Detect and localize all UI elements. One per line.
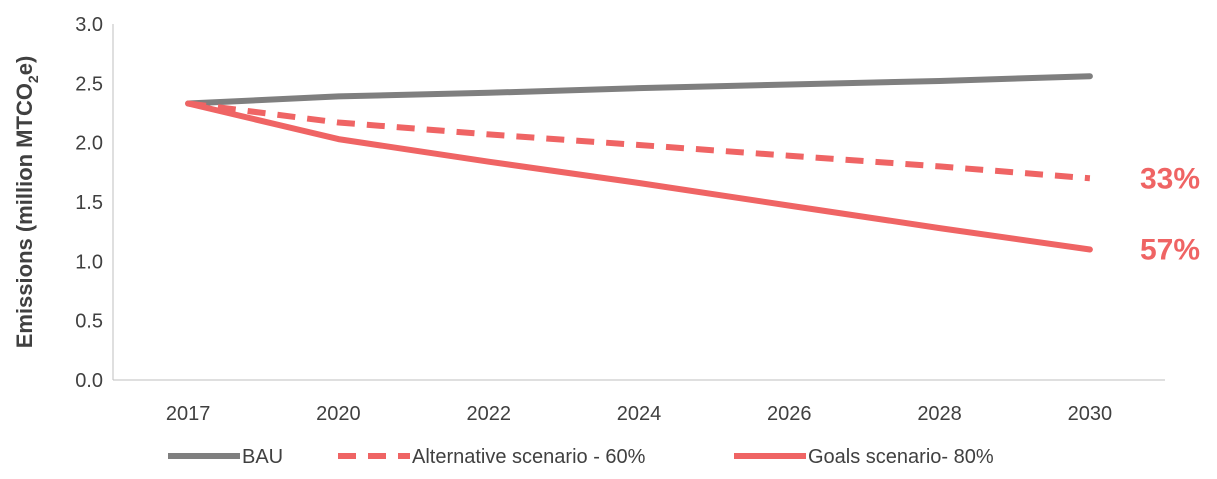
callout-labels: 33% 57%: [1140, 162, 1200, 266]
callout-label: 57%: [1140, 233, 1200, 266]
callout-label: 33%: [1140, 162, 1200, 195]
y-axis-label-suffix: e): [12, 56, 37, 76]
y-axis-label-subscript: 2: [25, 75, 41, 83]
y-tick-label: 1.5: [75, 192, 103, 214]
x-tick-label: 2022: [466, 403, 511, 425]
legend-label: BAU: [242, 446, 283, 468]
legend: BAU Alternative scenario - 60% Goals scena…: [168, 446, 994, 468]
y-axis-label-prefix: Emissions (million MTCO: [12, 83, 37, 348]
legend-label: Goals scenario- 80%: [808, 446, 994, 468]
y-tick-label: 2.0: [75, 133, 103, 155]
series-line-2: [187, 100, 1091, 182]
series-line-3: [185, 100, 1093, 253]
series-lines: [185, 73, 1093, 253]
x-tick-label: 2028: [917, 403, 962, 425]
y-axis-title: Emissions (million MTCO2e): [12, 56, 41, 349]
y-tick-label: 1.0: [75, 251, 103, 273]
x-tick-labels: 2017 2020 2022 2024 2026 2028 2030: [166, 403, 1112, 425]
x-tick-label: 2030: [1068, 403, 1113, 425]
x-tick-label: 2024: [617, 403, 662, 425]
y-tick-label: 0.5: [75, 311, 103, 333]
y-tick-label: 3.0: [75, 14, 103, 36]
x-tick-label: 2020: [316, 403, 361, 425]
x-tick-label: 2026: [767, 403, 812, 425]
legend-label: Alternative scenario - 60%: [412, 446, 646, 468]
x-tick-label: 2017: [166, 403, 211, 425]
series-line-1: [185, 73, 1093, 107]
y-axis-label: Emissions (million MTCO2e): [12, 56, 41, 349]
y-tick-label: 0.0: [75, 370, 103, 392]
y-tick-labels: 0.0 0.5 1.0 1.5 2.0 2.5 3.0: [75, 14, 103, 392]
y-tick-label: 2.5: [75, 73, 103, 95]
axes: [112, 24, 1165, 381]
